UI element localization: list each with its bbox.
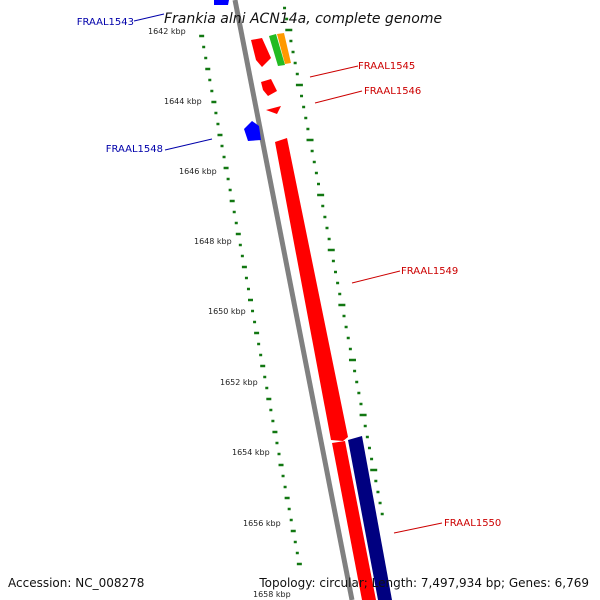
gene-fraal1549-arrow [275, 138, 348, 441]
gene-callouts: FRAAL1543 FRAAL1545 FRAAL1546 FRAAL1548 FRAA… [77, 13, 501, 534]
scale-tick-label: 1642 kbp [148, 27, 186, 36]
scale-tick-label: 1650 kbp [208, 307, 246, 316]
gene-callout-line [393, 522, 443, 534]
scale-tick-label: 1658 kbp [253, 590, 291, 599]
gc-content-track [199, 6, 384, 566]
accession-label: Accession: NC_008278 [8, 576, 144, 590]
gene-callout-line [314, 90, 363, 104]
gene-label-fraal1545[interactable]: FRAAL1545 [358, 61, 415, 72]
gene-callout-line [351, 270, 401, 284]
gene-label-fraal1546[interactable]: FRAAL1546 [364, 86, 421, 97]
gene-callout-line [164, 138, 213, 151]
map-title: Frankia alni ACN14a, complete genome [164, 11, 442, 27]
genome-backbone [232, 0, 355, 600]
scale-tick-label: 1656 kbp [243, 519, 281, 528]
scale-tick-label: 1654 kbp [232, 448, 270, 457]
gene-fraal1543-arrow [214, 0, 229, 5]
gene-fraal1546-arrow [266, 106, 281, 114]
gene-label-fraal1549[interactable]: FRAAL1549 [401, 266, 458, 277]
gene-outer-strand-arrow [348, 436, 392, 600]
gene-features [214, 0, 392, 600]
gene-label-fraal1550[interactable]: FRAAL1550 [444, 518, 501, 529]
gene-label-fraal1543[interactable]: FRAAL1543 [77, 17, 134, 28]
scale-ticks: 1642 kbp 1644 kbp 1646 kbp 1648 kbp 1650 kbp… [148, 27, 291, 599]
gene-fraal1545-arrow [261, 79, 277, 96]
gene-callout-line [309, 65, 359, 78]
scale-tick-label: 1652 kbp [220, 378, 258, 387]
gene-fraal1550-arrow [332, 441, 376, 600]
scale-tick-label: 1644 kbp [164, 97, 202, 106]
rna-gene-arrow [269, 34, 285, 66]
scale-tick-label: 1646 kbp [179, 167, 217, 176]
gene-fraal1544-arrow [251, 38, 271, 67]
scale-tick-label: 1648 kbp [194, 237, 232, 246]
gene-callout-line [133, 13, 165, 22]
gene-fraal1548-arrow [244, 121, 261, 141]
genome-summary: Topology: circular; Length: 7,497,934 bp… [258, 576, 589, 590]
gene-label-fraal1548[interactable]: FRAAL1548 [106, 144, 163, 155]
misc-feature-arrow [277, 33, 291, 64]
